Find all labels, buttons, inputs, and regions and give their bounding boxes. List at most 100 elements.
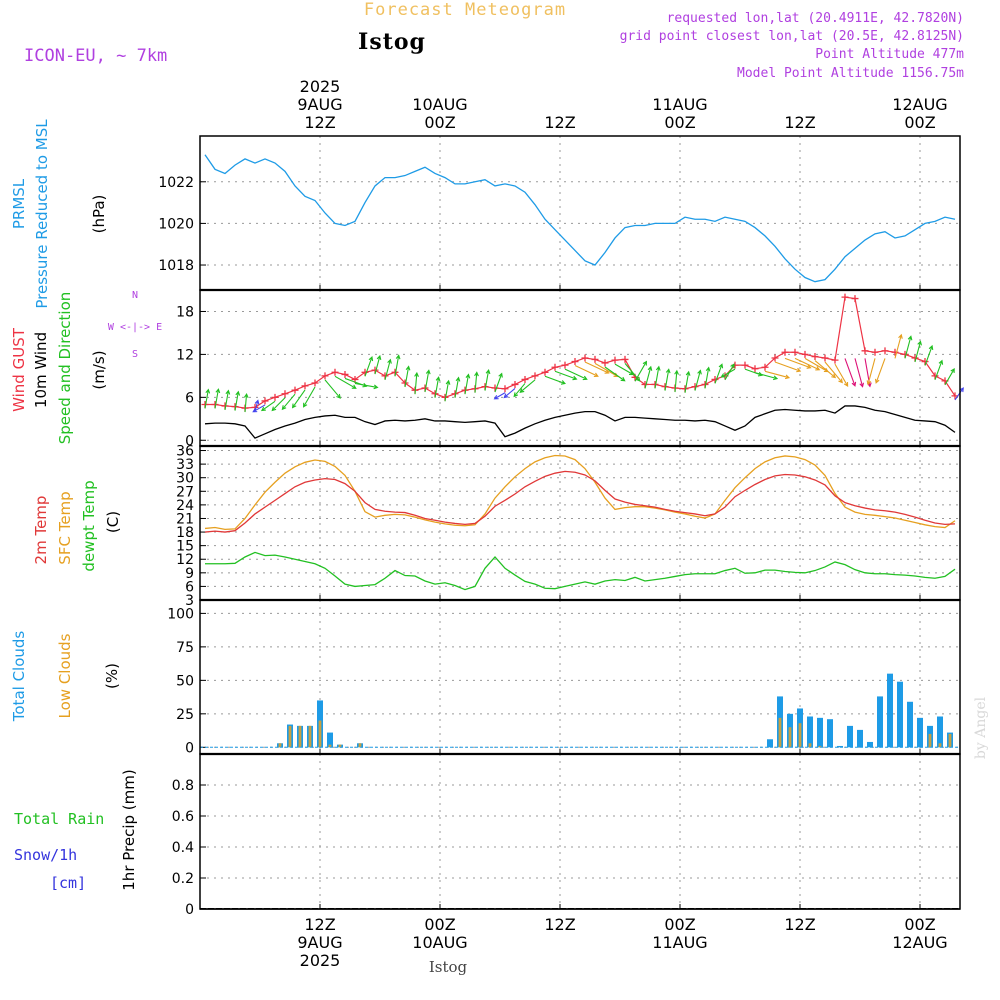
- gust-marker: [831, 356, 839, 364]
- gust-marker: [621, 355, 629, 363]
- model-label: ICON-EU, ~ 7km: [24, 46, 167, 66]
- wind-arrow: [554, 370, 578, 381]
- wind-arrow: [574, 365, 599, 378]
- low-cloud-bar: [298, 725, 302, 748]
- time-label-bottom: 12Z: [544, 915, 575, 934]
- dewpt-label: dewpt Temp: [80, 480, 98, 571]
- wind-arrow: [654, 365, 661, 389]
- gust-marker: [261, 397, 269, 405]
- low-cloud-bar: [928, 733, 932, 748]
- wind-arrow: [684, 370, 691, 393]
- y-tick-label: 0.2: [172, 871, 194, 887]
- compass-s: S: [132, 349, 138, 360]
- total-cloud-bar: [817, 717, 823, 748]
- gust-marker: [571, 358, 579, 366]
- gust-marker: [751, 365, 759, 373]
- wind-arrow: [944, 367, 955, 386]
- wind-arrow: [854, 358, 865, 388]
- wind-arrow: [934, 359, 944, 381]
- temp2m-label: 2m Temp: [32, 496, 50, 565]
- wind-arrow: [954, 387, 964, 401]
- wind-arrow: [384, 358, 392, 381]
- time-label-top: 10AUG: [412, 95, 467, 114]
- y-tick-label: 0: [185, 433, 194, 449]
- gust-marker: [931, 372, 939, 380]
- time-label-bottom: 10AUG: [412, 933, 467, 952]
- time-label-bottom: 11AUG: [652, 933, 707, 952]
- y-tick-label: 27: [176, 484, 194, 500]
- snow-unit-label: [cm]: [50, 874, 86, 892]
- wind-arrow: [243, 392, 249, 413]
- time-label-top: 12AUG: [892, 95, 947, 114]
- clouds-panel: 0 25 50 75 100: [167, 599, 961, 756]
- wind-arrow: [794, 357, 821, 371]
- time-label-bottom: 12Z: [784, 915, 815, 934]
- cloud-labels: Total Clouds Low Clouds (%): [10, 631, 121, 723]
- wind-arrow: [544, 375, 567, 385]
- y-tick-label: 50: [176, 673, 194, 689]
- y-tick-label: 9: [185, 566, 194, 582]
- wind-arrow: [204, 388, 211, 409]
- y-tick-label: 1022: [158, 175, 194, 191]
- wind-arrow: [634, 360, 647, 382]
- cloud-unit-label: (%): [103, 663, 121, 689]
- chart-title: Forecast Meteogram: [364, 0, 566, 20]
- sfc-temp-line: [204, 454, 956, 530]
- requested-coords: requested lon,lat (20.4911E, 42.7820N): [667, 11, 964, 26]
- time-label-top: 00Z: [664, 113, 695, 132]
- low-clouds-label: Low Clouds: [56, 633, 74, 718]
- gust-marker: [801, 350, 809, 358]
- wind-arrow: [824, 361, 843, 384]
- low-cloud-bar: [318, 720, 322, 748]
- footer-location: Istog: [429, 958, 468, 976]
- gust-marker: [611, 356, 619, 364]
- wind-arrow: [814, 360, 837, 379]
- gust-marker: [591, 355, 599, 363]
- y-tick-label: 75: [176, 640, 194, 656]
- y-tick-label: 0.4: [172, 840, 194, 856]
- gust-marker: [561, 361, 569, 369]
- wind-arrow: [594, 362, 619, 377]
- low-cloud-bar: [288, 725, 292, 748]
- low-cloud-bar: [938, 743, 942, 748]
- precip-panel: 0 0.2 0.4 0.6 0.8: [172, 753, 961, 918]
- location-title: Istog: [358, 29, 426, 55]
- time-label-top: 00Z: [424, 113, 455, 132]
- 2m-temp-line: [204, 470, 956, 533]
- wind-arrow: [394, 354, 401, 377]
- y-tick-label: 21: [176, 511, 194, 527]
- gust-marker: [551, 363, 559, 371]
- time-label-bottom: 00Z: [904, 915, 935, 934]
- wind-unit-label: (m/s): [90, 350, 108, 389]
- low-cloud-bar: [788, 727, 792, 748]
- gust-marker: [301, 382, 309, 390]
- y-tick-label: 25: [176, 707, 194, 723]
- gust-marker: [601, 359, 609, 367]
- wind-labels: Wind GUST 10m Wind Speed and Direction (…: [10, 290, 162, 444]
- wind-arrow: [434, 376, 441, 398]
- y-tick-label: 24: [176, 498, 194, 514]
- gust-marker: [811, 353, 819, 361]
- y-tick-label: 18: [176, 304, 194, 320]
- total-cloud-bar: [847, 725, 853, 748]
- gust-marker: [521, 375, 529, 383]
- total-cloud-bar: [857, 729, 863, 748]
- wind-arrow: [894, 333, 903, 359]
- wind-arrow: [924, 344, 934, 366]
- total-cloud-bar: [917, 717, 923, 748]
- panel-frame: [199, 753, 961, 910]
- wind-line: [204, 405, 956, 439]
- wind-arrow: [519, 379, 536, 393]
- wind-arrow: [834, 363, 849, 387]
- prmsl-label: PRMSL: [10, 178, 28, 229]
- time-label-top: 12Z: [784, 113, 815, 132]
- gust-marker: [871, 348, 879, 356]
- wind-arrow: [334, 375, 357, 389]
- gust-marker: [791, 348, 799, 356]
- time-label-top: 9AUG: [297, 95, 342, 114]
- wind-arrow: [484, 368, 491, 391]
- total-cloud-bar: [767, 739, 773, 748]
- total-cloud-bar: [937, 716, 943, 748]
- model-altitude: Model Point Altitude 1156.75m: [737, 66, 964, 81]
